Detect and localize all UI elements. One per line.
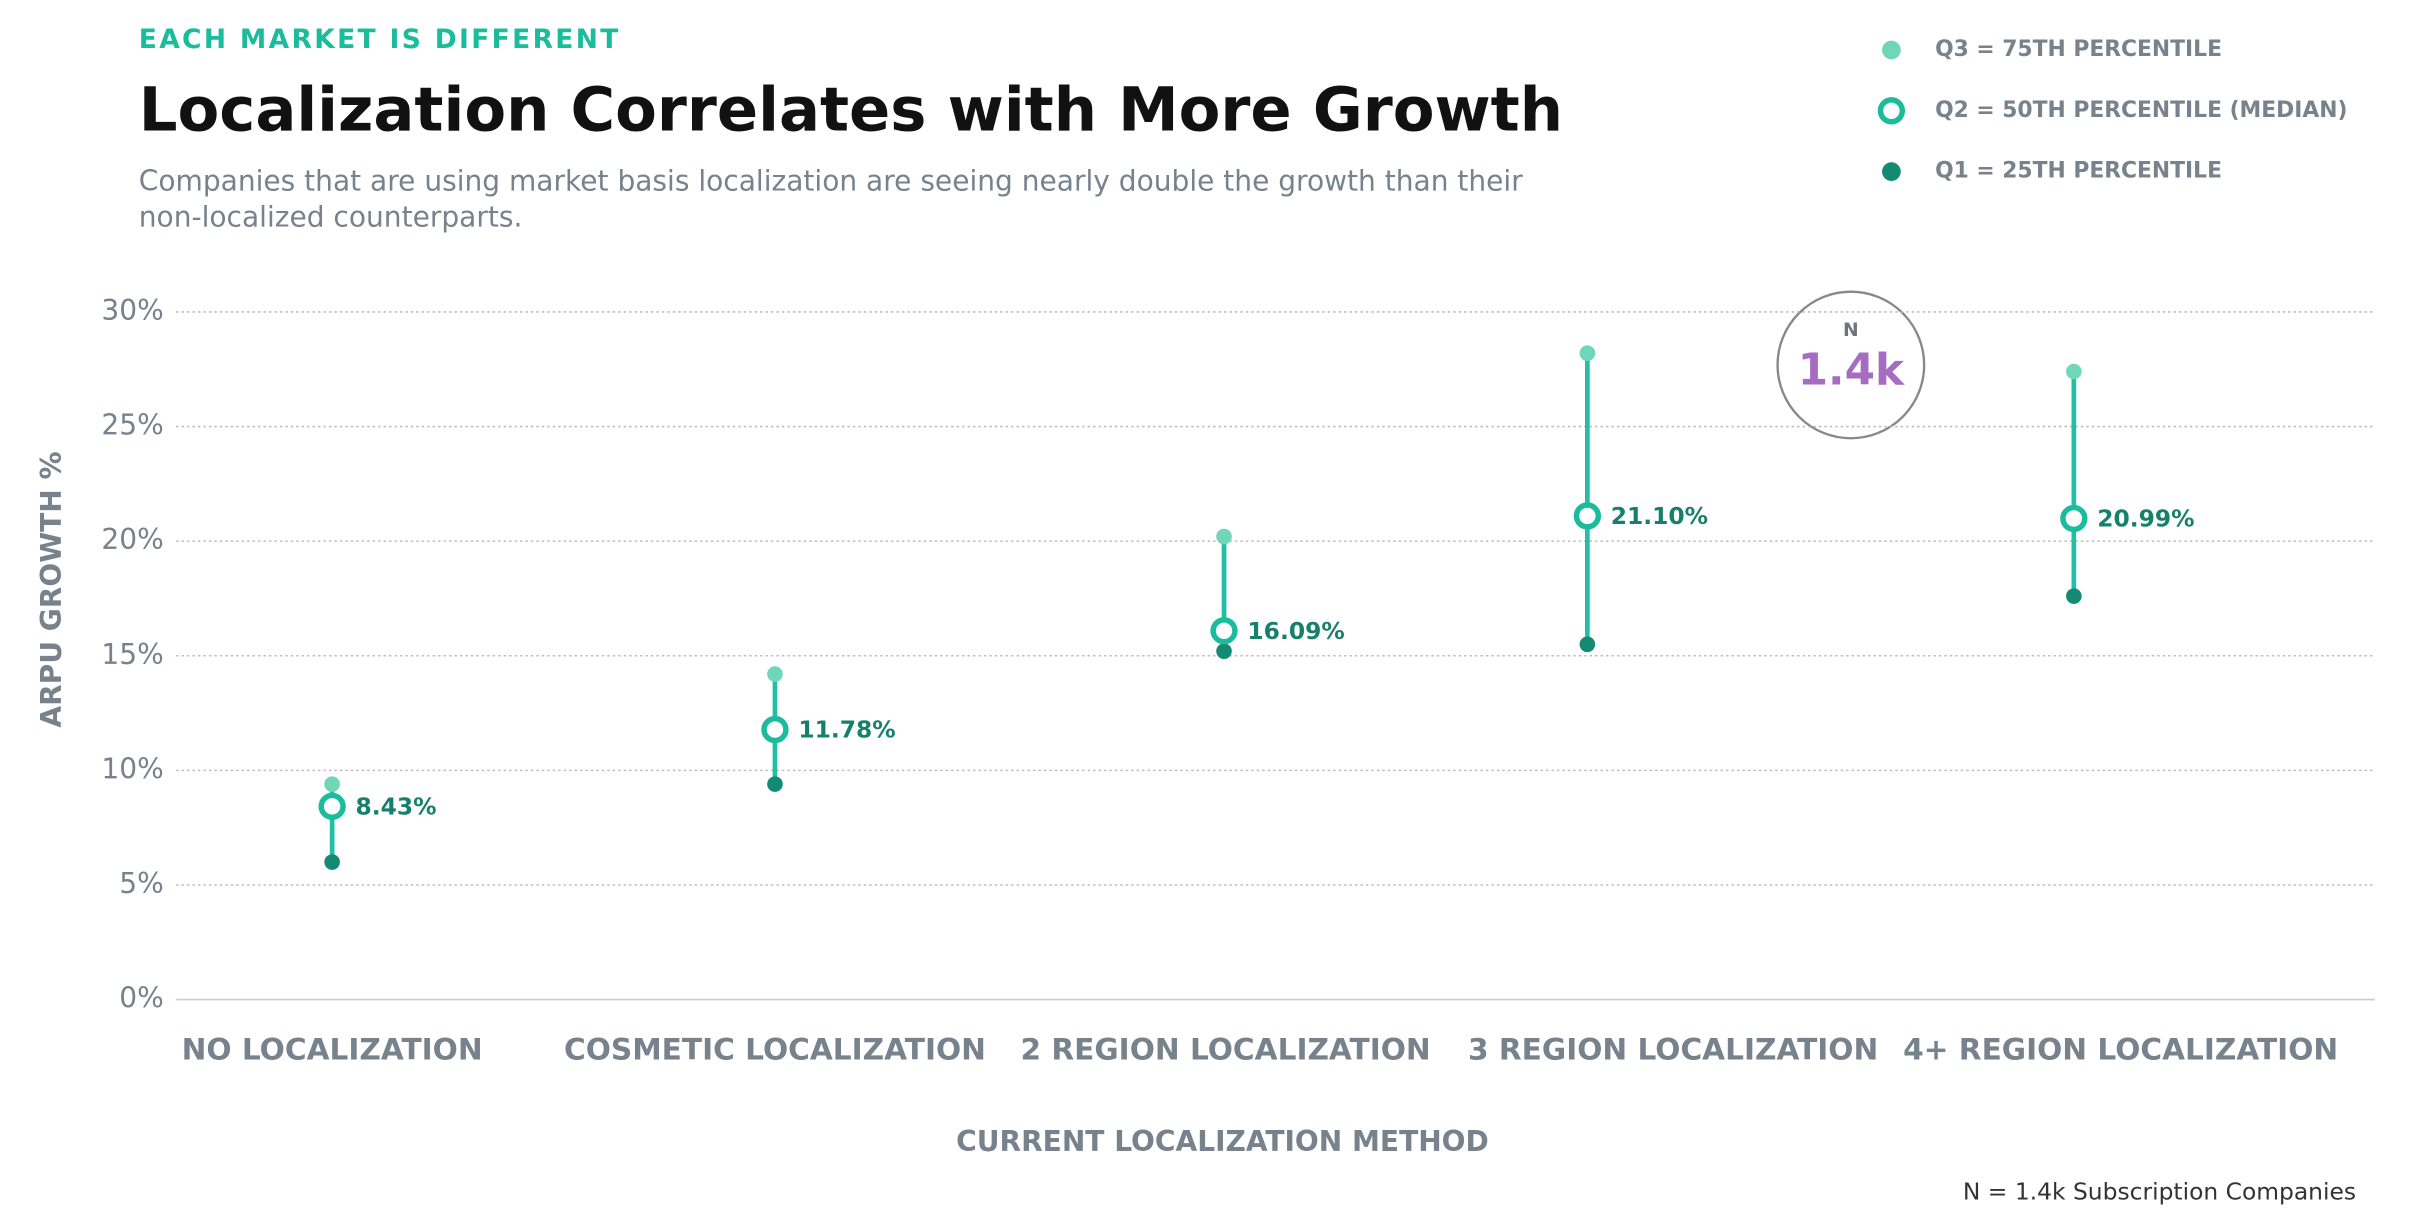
- value-label: 11.78%: [798, 716, 895, 744]
- q1-dot: [1579, 636, 1596, 653]
- legend-label: Q2 = 50TH PERCENTILE (MEDIAN): [1935, 98, 2347, 123]
- value-label: 8.43%: [356, 792, 437, 820]
- legend-label: Q1 = 25TH PERCENTILE: [1935, 159, 2222, 184]
- y-tick-label: 0%: [119, 982, 164, 1015]
- x-tick-label: 2 REGION LOCALIZATION: [1020, 1033, 1430, 1067]
- q1-dot: [324, 854, 340, 870]
- q1-dot: [2066, 588, 2082, 604]
- eyebrow: EACH MARKET IS DIFFERENT: [139, 24, 621, 55]
- badge-circle: [1776, 290, 1926, 440]
- y-tick-label: 20%: [101, 523, 163, 556]
- median-dot: [1573, 502, 1601, 530]
- badge-label: N: [1843, 320, 1859, 341]
- q1-dot: [1216, 643, 1232, 659]
- x-tick-label: NO LOCALIZATION: [182, 1033, 483, 1067]
- value-label: 20.99%: [2097, 505, 2194, 533]
- value-label: 16.09%: [1247, 617, 1344, 645]
- y-tick-label: 25%: [101, 409, 163, 442]
- footnote: N = 1.4k Subscription Companies: [1963, 1177, 2356, 1205]
- value-label: 21.10%: [1611, 502, 1708, 530]
- y-axis-label: ARPU GROWTH %: [35, 451, 68, 727]
- median-dot: [761, 715, 789, 744]
- y-tick-label: 30%: [101, 294, 163, 327]
- y-tick-label: 5%: [119, 867, 164, 900]
- median-dot: [318, 792, 346, 820]
- q3-dot: [1216, 528, 1232, 545]
- chart-title: Localization Correlates with More Growth: [139, 76, 1563, 146]
- subtitle: non-localized counterparts.: [139, 200, 523, 233]
- median-dot: [1210, 617, 1238, 645]
- legend-marker: [1882, 162, 1901, 181]
- subtitle: Companies that are using market basis lo…: [139, 165, 1523, 198]
- x-tick-label: COSMETIC LOCALIZATION: [564, 1033, 986, 1067]
- q3-dot: [767, 666, 783, 682]
- y-tick-label: 10%: [101, 752, 163, 785]
- q3-dot: [324, 776, 340, 792]
- legend-label: Q3 = 75TH PERCENTILE: [1935, 37, 2222, 62]
- x-tick-label: 4+ REGION LOCALIZATION: [1903, 1033, 2338, 1067]
- legend-marker: [1877, 97, 1906, 125]
- legend-marker: [1882, 40, 1901, 60]
- q3-dot: [1579, 345, 1596, 361]
- y-tick-label: 15%: [101, 638, 163, 671]
- x-axis-label: CURRENT LOCALIZATION METHOD: [956, 1125, 1489, 1158]
- badge-value: 1.4k: [1798, 345, 1905, 396]
- median-dot: [2060, 504, 2088, 533]
- q3-dot: [2066, 363, 2082, 380]
- q1-dot: [767, 776, 783, 792]
- x-tick-label: 3 REGION LOCALIZATION: [1468, 1033, 1878, 1067]
